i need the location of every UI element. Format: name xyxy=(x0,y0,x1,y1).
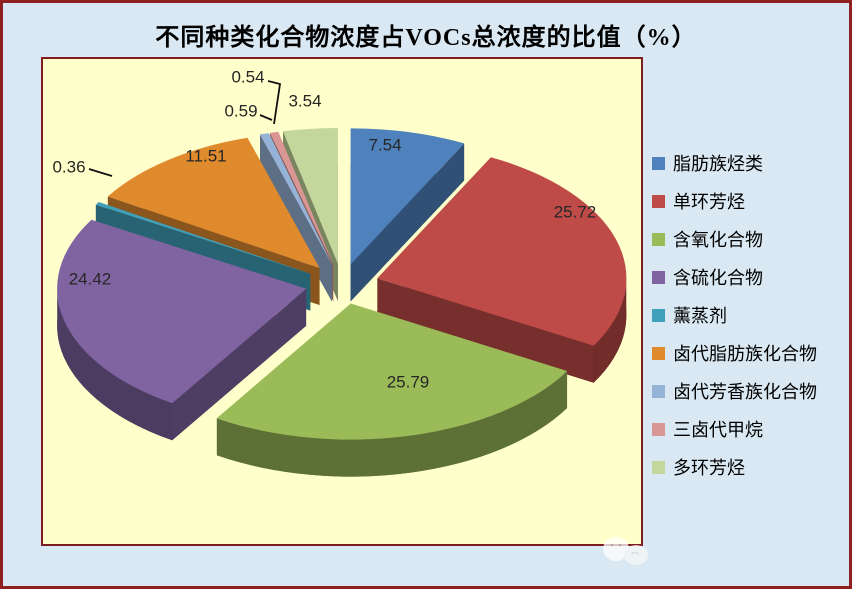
legend-item-label: 卤代脂肪族化合物 xyxy=(673,344,817,364)
slice-top xyxy=(270,131,334,265)
legend-item: 三卤代甲烷 xyxy=(652,410,849,448)
legend-item: 薰蒸剂 xyxy=(652,296,849,334)
legend-item-label: 脂肪族烃类 xyxy=(673,154,763,174)
slice-top xyxy=(216,303,568,440)
legend-swatch xyxy=(652,460,665,474)
legend-item-label: 卤代芳香族化合物 xyxy=(673,382,817,402)
legend-item-label: 含氧化合物 xyxy=(673,230,763,250)
slice-value-label: 11.51 xyxy=(185,146,226,165)
legend-item: 单环芳烃 xyxy=(652,182,849,220)
plot-area: 7.54 25.72 25.79 24.42 0.36 11.51 0.59 0.54 3.54 xyxy=(41,57,643,546)
slice-top xyxy=(57,219,307,404)
legend-item: 多环芳烃 xyxy=(652,448,849,486)
legend-item: 含硫化合物 xyxy=(652,258,849,296)
slice-value-label: 3.54 xyxy=(288,91,321,110)
slice-value-label: 0.59 xyxy=(224,101,257,120)
slice-rim xyxy=(57,288,173,441)
legend-item: 脂肪族烃类 xyxy=(652,144,849,182)
slice-top xyxy=(350,128,465,265)
legend-swatch xyxy=(652,156,665,170)
legend-swatch xyxy=(652,384,665,398)
legend-item-label: 薰蒸剂 xyxy=(673,306,727,326)
legend-swatch xyxy=(652,270,665,284)
legend-swatch xyxy=(652,346,665,360)
legend-swatch xyxy=(652,422,665,436)
label-leader-line xyxy=(267,80,282,125)
label-leader-line xyxy=(259,114,273,121)
slice-value-label: 25.72 xyxy=(554,202,597,221)
legend-item: 卤代脂肪族化合物 xyxy=(652,334,849,372)
slice-top xyxy=(107,137,320,268)
slice-top xyxy=(283,127,338,264)
slice-value-label: 25.79 xyxy=(387,372,430,391)
slice-value-label: 24.42 xyxy=(69,269,112,288)
slice-value-label: 0.54 xyxy=(231,67,264,86)
slice-value-label: 0.36 xyxy=(52,157,85,176)
label-leader-line xyxy=(88,168,113,177)
slice-top xyxy=(377,157,627,346)
legend: 脂肪族烃类单环芳烃含氧化合物含硫化合物薰蒸剂卤代脂肪族化合物 卤代芳香族化合物 三卤… xyxy=(652,144,849,486)
legend-item-label: 多环芳烃 xyxy=(673,458,745,478)
slice-top xyxy=(260,133,332,265)
legend-swatch xyxy=(652,232,665,246)
legend-item-label: 单环芳烃 xyxy=(673,192,745,212)
slice-wall xyxy=(172,288,307,441)
slice-wall xyxy=(350,143,465,302)
pie-chart: 7.54 25.72 25.79 24.42 0.36 11.51 0.59 0.54 3.54 xyxy=(52,67,627,477)
legend-swatch xyxy=(652,194,665,208)
legend-item-label: 三卤代甲烷 xyxy=(673,420,763,440)
legend-item-label: 含硫化合物 xyxy=(673,268,763,288)
legend-swatch xyxy=(652,308,665,322)
slice-rim xyxy=(216,371,568,477)
slice-rim xyxy=(593,278,627,383)
slice-top xyxy=(95,202,311,274)
legend-item: 卤代芳香族化合物 xyxy=(652,372,849,410)
chart-title: 不同种类化合物浓度占VOCs总浓度的比值（%） xyxy=(155,25,697,51)
slice-wall xyxy=(377,278,594,383)
slice-value-label: 7.54 xyxy=(368,135,401,154)
legend-item: 含氧化合物 xyxy=(652,220,849,258)
